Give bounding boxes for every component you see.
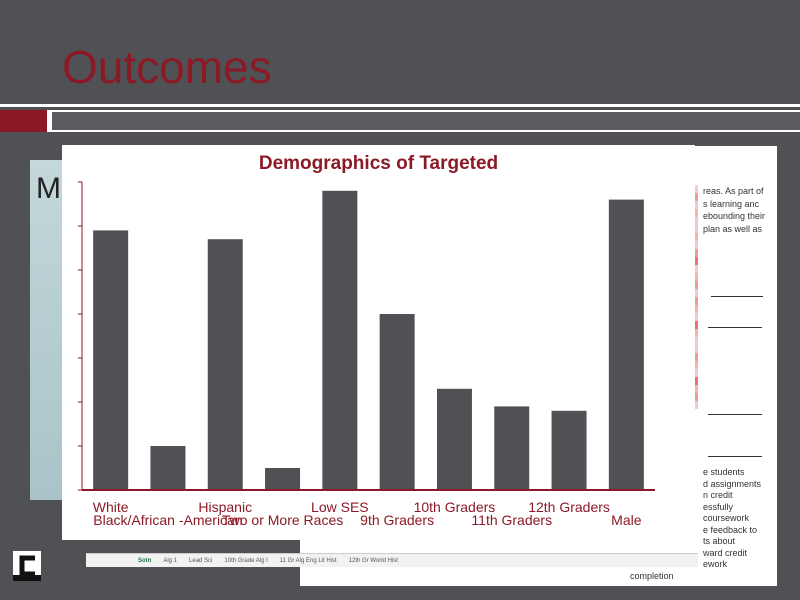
document-rule xyxy=(708,456,762,457)
document-line: ts about xyxy=(703,536,736,546)
document-line: essfully xyxy=(703,501,734,512)
x-tick-label: Low SES xyxy=(311,499,369,515)
sheet-tab[interactable]: 10th Grade Alg I xyxy=(224,557,268,564)
document-footer: completion xyxy=(630,571,674,581)
document-line: ework xyxy=(703,559,728,569)
background-slide-text: M xyxy=(36,172,61,205)
header-divider xyxy=(0,104,800,107)
slide-title: Outcomes xyxy=(62,41,272,93)
bar-9 xyxy=(608,199,644,490)
document-line: e students xyxy=(703,467,745,477)
accent-gap xyxy=(47,110,52,132)
bar-0 xyxy=(93,230,129,490)
bar-6 xyxy=(436,388,472,490)
header-band xyxy=(52,110,800,132)
document-line: e feedback to xyxy=(703,524,758,535)
background-slide-panel xyxy=(30,160,66,500)
sheet-tab[interactable]: 12th Gr World Hist xyxy=(348,557,398,564)
sheet-tab-bar[interactable]: Sotn Alg 1 Lead Sci 10th Grade Alg I 11 Gr A… xyxy=(86,553,698,567)
document-rule xyxy=(708,414,762,415)
document-line: coursework xyxy=(703,513,750,523)
document-line: reas. As part of xyxy=(703,186,764,196)
sheet-tab[interactable]: Alg 1 xyxy=(163,557,178,564)
x-tick-label: Hispanic xyxy=(198,499,252,515)
document-line: d assignments xyxy=(703,478,762,489)
college-logo-icon xyxy=(13,551,41,581)
sheet-tab[interactable]: 11 Gr Alg Eng Lit Hist xyxy=(279,557,337,564)
document-line: ebounding their xyxy=(703,211,766,221)
x-tick-label: 10th Graders xyxy=(414,499,496,515)
x-tick-label: 11th Graders xyxy=(471,512,552,528)
accent-block xyxy=(0,110,47,132)
document-rule xyxy=(711,296,763,297)
x-tick-label: White xyxy=(93,499,129,515)
bar-3 xyxy=(265,468,301,490)
sheet-tab[interactable]: Sotn xyxy=(138,557,152,564)
x-tick-label: 12th Graders xyxy=(528,499,610,515)
sheet-tab[interactable]: Lead Sci xyxy=(189,557,213,564)
bar-2 xyxy=(207,239,243,490)
x-tick-label: Black/African -American xyxy=(93,512,242,528)
x-tick-label: 9th Graders xyxy=(360,512,434,528)
document-line: n credit xyxy=(703,490,733,500)
bar-5 xyxy=(379,314,415,490)
document-line: plan as well as xyxy=(703,223,763,234)
document-line: ward credit xyxy=(703,547,748,558)
bar-4 xyxy=(322,190,358,491)
document-line: s learning anc xyxy=(703,198,760,209)
chart-title: Demographics of Targeted xyxy=(258,153,499,174)
x-tick-label: Two or More Races xyxy=(222,512,343,528)
bar-7 xyxy=(494,406,530,490)
bar-8 xyxy=(551,410,587,490)
x-tick-label: Male xyxy=(611,512,642,528)
document-rule xyxy=(708,327,762,328)
bar-1 xyxy=(150,446,186,490)
chart-card: Demographics of Targeted White Black/Afri… xyxy=(62,145,695,540)
